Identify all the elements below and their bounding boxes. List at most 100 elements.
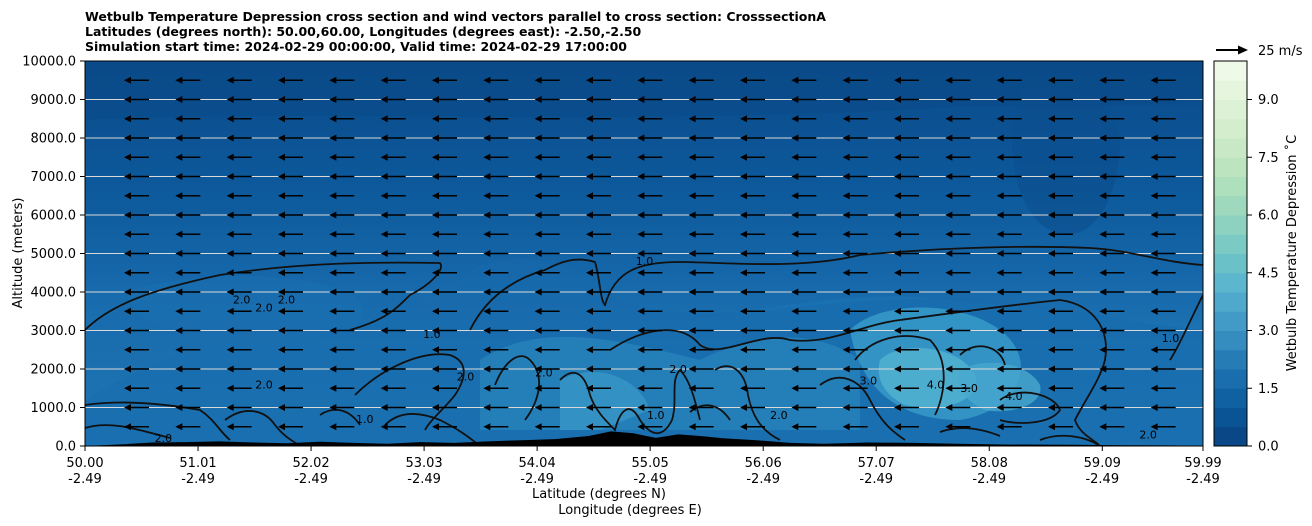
wind-vector-head [637,96,645,103]
wind-vector-head [586,173,593,180]
contour-label: 2.0 [255,378,273,391]
wind-vector-head [945,365,953,373]
wind-vector-head [175,346,183,354]
y-tick-label: 1000.0 [31,401,77,416]
wind-vector-head [432,134,439,142]
wind-vector-head [894,423,901,431]
wind-vector-head [688,404,696,411]
wind-vector-head [637,365,645,373]
wind-vector-head [637,384,645,392]
x-tick-label-longitude: -2.49 [746,472,780,487]
wind-vector-head [842,307,850,315]
wind-vector-head [996,404,1004,411]
wind-vector-head [791,211,799,219]
wind-vector-head [124,404,131,411]
wind-vector-head [483,288,491,296]
colorbar-level [1214,407,1247,428]
wind-vector-head [586,269,593,277]
terrain [85,431,1203,446]
y-tick-label: 7000.0 [31,170,77,185]
colorbar-label: Wetbulb Temperature Depression ˚C [1284,135,1300,372]
wind-vector-head [329,230,337,238]
wind-vector-head [278,404,285,411]
wind-vector-head [637,230,645,238]
wind-vector-head [842,250,850,257]
wind-vector-head [1099,192,1107,200]
wind-vector-head [894,346,901,354]
colorbar-level [1214,234,1247,254]
wind-vector-head [534,288,542,296]
wind-vector-head [124,288,131,296]
wind-vector-head [996,211,1004,219]
colorbar [1214,61,1247,447]
wind-vector-head [432,115,439,123]
wind-vector-head [996,384,1004,392]
wind-vector-head [637,327,645,334]
wind-vector-head [278,153,285,161]
wind-vector-head [175,115,183,123]
wind-vector-head [637,153,645,161]
wind-vector-head [483,384,491,392]
wind-vector-head [432,211,439,219]
wind-vector-head [740,423,747,431]
colorbar-level [1214,330,1247,351]
wind-vector-head [996,365,1004,373]
wind-vector-head [1150,250,1158,257]
wind-vector-head [432,423,439,431]
wind-vector-head [380,192,388,200]
wind-vector-head [842,269,850,277]
y-tick-label: 5000.0 [31,247,77,262]
wind-vector-head [329,269,337,277]
wind-vector-head [1150,288,1158,296]
wind-vector-head [740,250,747,257]
wind-vector-head [894,192,901,200]
wind-vector-head [1048,423,1055,431]
wind-vector-head [791,288,799,296]
wind-vector-head [740,288,747,296]
contour-label: 1.0 [1162,332,1180,345]
wind-vector-head [996,307,1004,315]
x-tick-label-latitude: 50.00 [66,456,103,471]
wind-vector-head [586,423,593,431]
colorbar-tick-label: 4.5 [1258,266,1279,281]
wind-vector-head [586,76,593,84]
wind-vector-head [124,153,131,161]
wind-vector-head [842,327,850,334]
colorbar-level [1214,215,1247,235]
wind-vector-head [996,76,1004,84]
wind-vector-head [842,346,850,354]
wind-vector-head [688,211,696,219]
contour-fill-region [560,371,650,430]
colorbar-tick-label: 1.5 [1258,382,1279,397]
wind-vector-head [124,134,131,142]
y-tick-label: 8000.0 [31,132,77,147]
wind-vector-head [791,269,799,277]
wind-vector-head [1048,384,1055,392]
wind-vector-head [1048,134,1055,142]
wind-vector-head [1150,134,1158,142]
colorbar-tick-label: 9.0 [1258,93,1279,108]
wind-vector-head [1150,96,1158,103]
x-tick-label-longitude: -2.49 [1186,472,1220,487]
x-tick-label-latitude: 55.05 [632,456,669,471]
wind-vector-head [534,327,542,334]
wind-vector-head [483,230,491,238]
contour-line [224,410,301,446]
wind-vector-head [1099,384,1107,392]
wind-vector-head [1150,346,1158,354]
wind-vector-head [329,211,337,219]
wind-vector-head [124,307,131,315]
wind-vector-head [432,307,439,315]
wind-vector-head [380,173,388,180]
contour-fill-region [1012,86,1120,235]
wind-vector-head [945,384,953,392]
contour-line [939,427,1001,437]
wind-vector-head [1048,192,1055,200]
wind-vector-head [740,173,747,180]
wind-vector-head [688,115,696,123]
contour-line [714,365,781,441]
wind-vector-head [791,134,799,142]
wind-vector-head [278,192,285,200]
wind-vector-head [586,384,593,392]
wind-vector-head [432,269,439,277]
